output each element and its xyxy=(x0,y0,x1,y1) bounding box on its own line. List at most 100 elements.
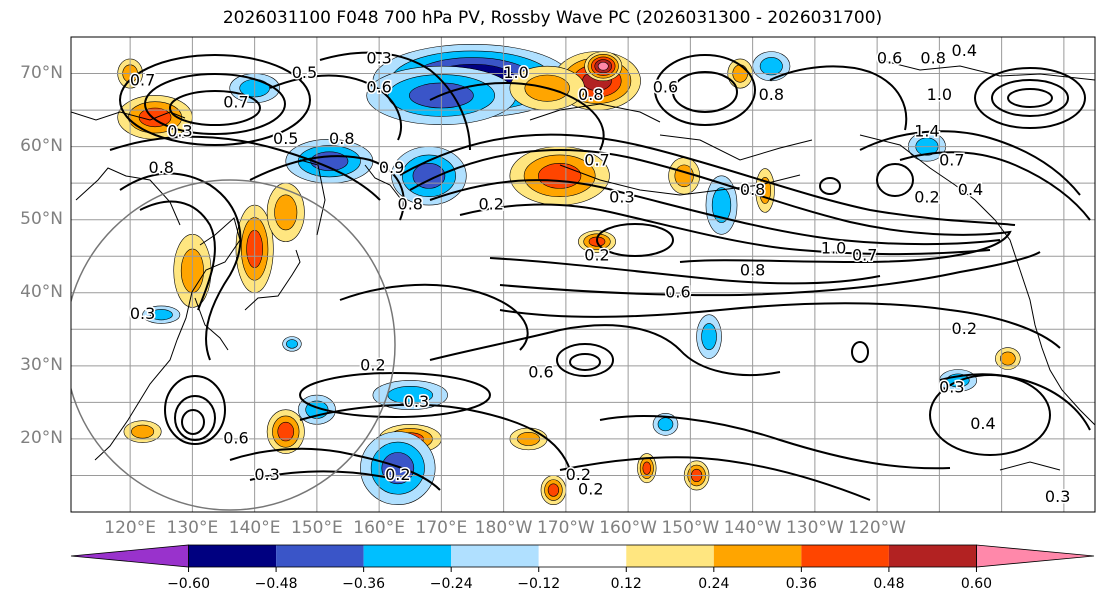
pv-anomaly-patch xyxy=(412,163,446,189)
contour-label: 0.2 xyxy=(952,319,977,338)
contour-label: 0.5 xyxy=(292,63,317,82)
contour-label: 0.7 xyxy=(130,70,155,89)
contour-label: 0.6 xyxy=(223,428,248,447)
pv-anomaly-patch xyxy=(547,483,560,497)
map-title: 2026031100 F048 700 hPa PV, Rossby Wave … xyxy=(222,8,883,28)
longitude-label: 140°E xyxy=(228,518,281,538)
contour-label: 0.8 xyxy=(398,195,423,214)
pv-contour xyxy=(499,251,1041,297)
pv-contour xyxy=(181,409,205,435)
pv-anomaly-patch xyxy=(642,461,652,475)
pv-anomaly-patch xyxy=(381,452,415,485)
coastline xyxy=(879,59,1095,81)
colorbar-tick-label: 0.48 xyxy=(873,576,905,592)
contour-label: 0.7 xyxy=(584,151,609,170)
pv-contour xyxy=(1007,88,1053,108)
longitude-label: 120°E xyxy=(104,518,156,538)
latitude-label: 70°N xyxy=(20,62,63,83)
pv-anomaly-patch xyxy=(759,57,783,76)
pv-contour xyxy=(991,79,1069,117)
contour-label: 0.3 xyxy=(609,187,634,206)
latitude-label: 40°N xyxy=(20,281,63,302)
colorbar-segment xyxy=(801,545,889,567)
pv-anomaly-patch xyxy=(657,417,674,432)
pv-contour xyxy=(569,353,601,371)
pv-anomaly-patch xyxy=(277,421,295,442)
contour-label: 0.4 xyxy=(952,41,977,60)
pv-anomaly-patch xyxy=(711,187,732,223)
contour-label: 0.2 xyxy=(914,187,939,206)
contour-label: 0.6 xyxy=(366,78,391,97)
pv-contour xyxy=(459,203,991,256)
colorbar-segment xyxy=(976,544,1095,568)
pv-contours xyxy=(109,51,1091,501)
pv-contour xyxy=(164,375,226,445)
pv-anomaly-patch xyxy=(701,323,717,351)
pv-contour xyxy=(899,151,1091,221)
longitude-label: 140°W xyxy=(723,518,782,538)
pv-contour xyxy=(119,54,311,146)
colorbar-tick-label: 0.60 xyxy=(960,576,993,592)
contour-label: 0.7 xyxy=(939,151,964,170)
coastline xyxy=(659,134,813,161)
pv-contour xyxy=(599,415,951,470)
coastline xyxy=(194,297,229,351)
pv-contour xyxy=(859,130,1081,196)
colorbar-tick-label: −0.48 xyxy=(254,576,298,592)
pv-anomaly-patch xyxy=(1000,351,1016,366)
pv-contour xyxy=(559,456,871,501)
pv-contour xyxy=(174,395,216,441)
pv-anomaly-patch xyxy=(149,309,173,321)
pv-contour xyxy=(654,54,756,126)
coastline xyxy=(299,159,326,236)
colorbar-tick-label: −0.12 xyxy=(517,576,561,592)
contour-label: 0.3 xyxy=(404,392,429,411)
pv-contour xyxy=(974,67,1086,129)
coastline xyxy=(244,249,301,311)
colorbar-segment xyxy=(188,545,277,567)
contour-label: 0.3 xyxy=(130,304,155,323)
contour-label: 0.6 xyxy=(665,282,690,301)
colorbar-segment xyxy=(363,545,452,567)
pv-anomaly-patch xyxy=(131,424,155,439)
contour-label: 0.3 xyxy=(254,465,279,484)
pv-contour xyxy=(399,133,1016,226)
coastline xyxy=(364,164,401,199)
contour-label: 0.4 xyxy=(958,180,983,199)
contour-label: 0.2 xyxy=(566,465,591,484)
pv-contour xyxy=(769,65,908,131)
colorbar-segment xyxy=(70,544,189,568)
pv-contour xyxy=(556,343,614,377)
contour-label: 1.0 xyxy=(927,85,952,104)
contour-label: 0.8 xyxy=(759,85,784,104)
contour-label: 0.9 xyxy=(379,158,404,177)
longitude-label: 120°W xyxy=(848,518,906,538)
colorbar-segment xyxy=(713,545,802,567)
pv-contour xyxy=(229,447,441,491)
colorbar-tick-label: −0.24 xyxy=(429,576,473,592)
colorbar-tick-label: 0.12 xyxy=(610,576,642,592)
longitude-label: 160°E xyxy=(353,518,405,538)
contour-label: 0.8 xyxy=(740,260,765,279)
colorbar-tick-label: 0.36 xyxy=(785,576,817,592)
colorbar-segment xyxy=(626,545,714,567)
contour-label: 0.3 xyxy=(1045,487,1070,506)
latitude-label: 50°N xyxy=(20,208,63,229)
contour-label: 0.2 xyxy=(584,246,609,265)
longitude-label: 150°W xyxy=(661,518,720,538)
graticule xyxy=(71,37,1095,512)
pv-contour xyxy=(269,74,402,141)
pv-contour xyxy=(596,223,674,257)
coastline xyxy=(999,461,1061,471)
contour-label: 0.5 xyxy=(273,129,298,148)
contour-label: 0.3 xyxy=(167,122,192,141)
coastline xyxy=(1019,269,1095,426)
contour-label: 0.3 xyxy=(939,377,964,396)
coastline xyxy=(176,217,241,341)
colorbar-segment xyxy=(538,545,627,567)
pv-contour xyxy=(119,172,242,361)
pv-contour xyxy=(144,73,286,135)
coastline xyxy=(529,103,661,123)
pv-contour xyxy=(489,257,881,285)
